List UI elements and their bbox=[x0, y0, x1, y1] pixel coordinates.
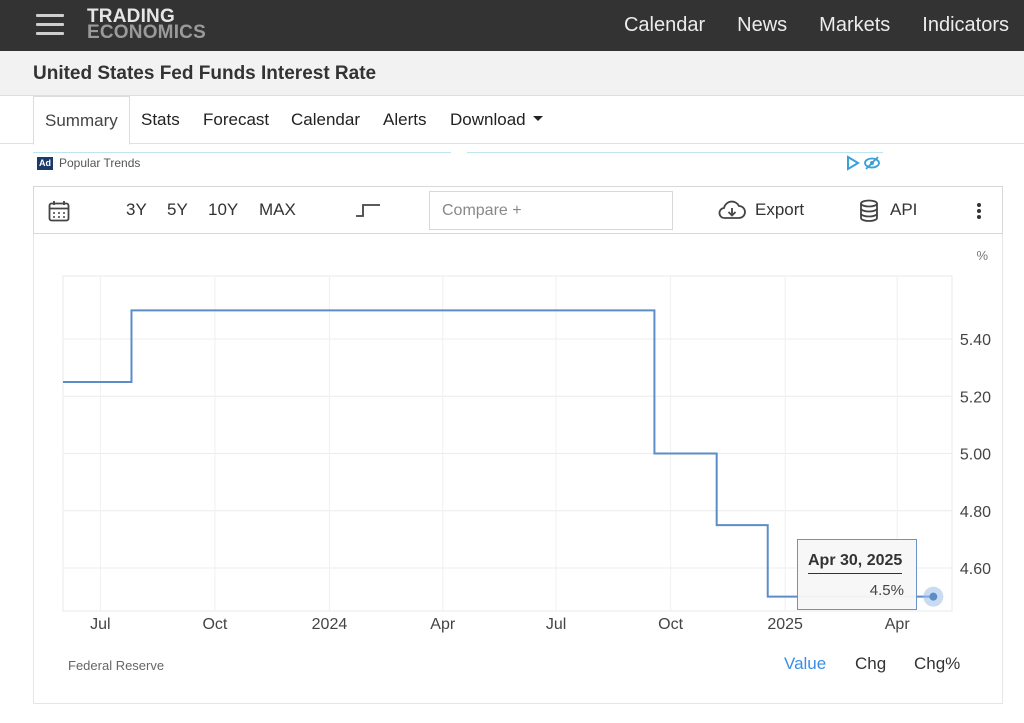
chart-tooltip: Apr 30, 2025 4.5% bbox=[797, 539, 917, 610]
tooltip-value: 4.5% bbox=[869, 582, 904, 599]
chart-container: 4.60 4.80 5.00 5.20 5.40 Jul Oct 2024 Apr Jul Oct 2… bbox=[33, 234, 1003, 704]
mode-value-button[interactable]: Value bbox=[784, 654, 827, 673]
range-3y-button[interactable]: 3Y bbox=[126, 200, 147, 219]
cloud-download-icon[interactable] bbox=[717, 200, 747, 222]
nav-link-news[interactable]: News bbox=[737, 14, 788, 36]
data-source-label: Federal Reserve bbox=[68, 658, 165, 673]
ad-badge: Ad bbox=[37, 157, 53, 170]
series-step-line bbox=[63, 309, 934, 598]
x-tick-label: 2024 bbox=[312, 616, 348, 633]
ad-divider bbox=[33, 152, 451, 153]
plot-frame bbox=[62, 275, 953, 612]
compare-field[interactable] bbox=[429, 191, 673, 230]
chart-toolbar: 3Y 5Y 10Y MAX Export API bbox=[33, 186, 1003, 234]
x-tick-label: Apr bbox=[430, 616, 456, 633]
top-nav-links: Calendar News Markets Indicators bbox=[624, 0, 1009, 51]
x-tick-label: Oct bbox=[658, 616, 683, 633]
ad-banner[interactable]: Ad Popular Trends bbox=[33, 152, 883, 174]
more-options-icon[interactable] bbox=[976, 202, 982, 220]
x-tick-label: Jul bbox=[90, 616, 110, 633]
range-10y-button[interactable]: 10Y bbox=[208, 200, 239, 219]
tab-summary[interactable]: Summary bbox=[33, 96, 130, 145]
ad-text[interactable]: Popular Trends bbox=[59, 156, 141, 170]
caret-down-icon bbox=[532, 116, 543, 122]
y-tick-label: 5.40 bbox=[960, 332, 991, 349]
nav-link-calendar[interactable]: Calendar bbox=[623, 14, 706, 36]
export-button[interactable]: Export bbox=[755, 200, 805, 219]
tooltip-date: Apr 30, 2025 bbox=[808, 552, 903, 574]
page-title: United States Fed Funds Interest Rate bbox=[33, 63, 377, 84]
calendar-icon[interactable] bbox=[48, 200, 70, 222]
tab-download-label: Download bbox=[450, 110, 526, 129]
hover-marker-point[interactable] bbox=[929, 592, 938, 601]
logo-line-1: TRADING bbox=[87, 6, 175, 27]
site-logo[interactable]: TRADING ECONOMICS bbox=[87, 6, 206, 43]
tab-forecast[interactable]: Forecast bbox=[203, 110, 270, 129]
x-tick-label: 2025 bbox=[767, 616, 803, 633]
y-tick-label: 4.60 bbox=[960, 561, 991, 578]
x-tick-label: Oct bbox=[202, 616, 227, 633]
x-tick-label: Jul bbox=[546, 616, 566, 633]
step-chart-icon[interactable] bbox=[355, 201, 381, 219]
tab-alerts[interactable]: Alerts bbox=[383, 110, 427, 129]
y-unit-label: % bbox=[976, 248, 988, 263]
logo-line-2: ECONOMICS bbox=[87, 22, 206, 43]
compare-input[interactable] bbox=[430, 192, 672, 229]
tab-bar: Summary Stats Forecast Calendar Alerts D… bbox=[0, 96, 1024, 145]
range-max-button[interactable]: MAX bbox=[259, 200, 296, 219]
range-5y-button[interactable]: 5Y bbox=[167, 200, 188, 219]
top-navigation-bar: TRADING ECONOMICS Calendar News Markets … bbox=[0, 0, 1024, 51]
title-bar: United States Fed Funds Interest Rate bbox=[0, 51, 1024, 96]
y-tick-label: 5.20 bbox=[960, 389, 991, 406]
mode-chg-pct-button[interactable]: Chg% bbox=[914, 654, 961, 673]
ad-choices-icon[interactable] bbox=[845, 155, 881, 171]
tab-calendar[interactable]: Calendar bbox=[291, 110, 360, 129]
nav-link-indicators[interactable]: Indicators bbox=[922, 14, 1009, 36]
y-tick-label: 4.80 bbox=[960, 504, 991, 521]
tab-download[interactable]: Download bbox=[450, 96, 543, 144]
api-button[interactable]: API bbox=[890, 200, 918, 219]
fed-funds-rate-chart[interactable]: 4.60 4.80 5.00 5.20 5.40 Jul Oct 2024 Apr Jul Oct 2… bbox=[34, 234, 1002, 704]
nav-link-markets[interactable]: Markets bbox=[819, 14, 891, 36]
x-tick-label: Apr bbox=[885, 616, 911, 633]
menu-icon[interactable] bbox=[36, 14, 64, 36]
y-tick-label: 5.00 bbox=[960, 447, 991, 464]
database-icon[interactable] bbox=[859, 199, 879, 223]
tab-stats[interactable]: Stats bbox=[141, 110, 180, 129]
ad-divider bbox=[467, 152, 883, 153]
mode-chg-button[interactable]: Chg bbox=[855, 654, 887, 673]
